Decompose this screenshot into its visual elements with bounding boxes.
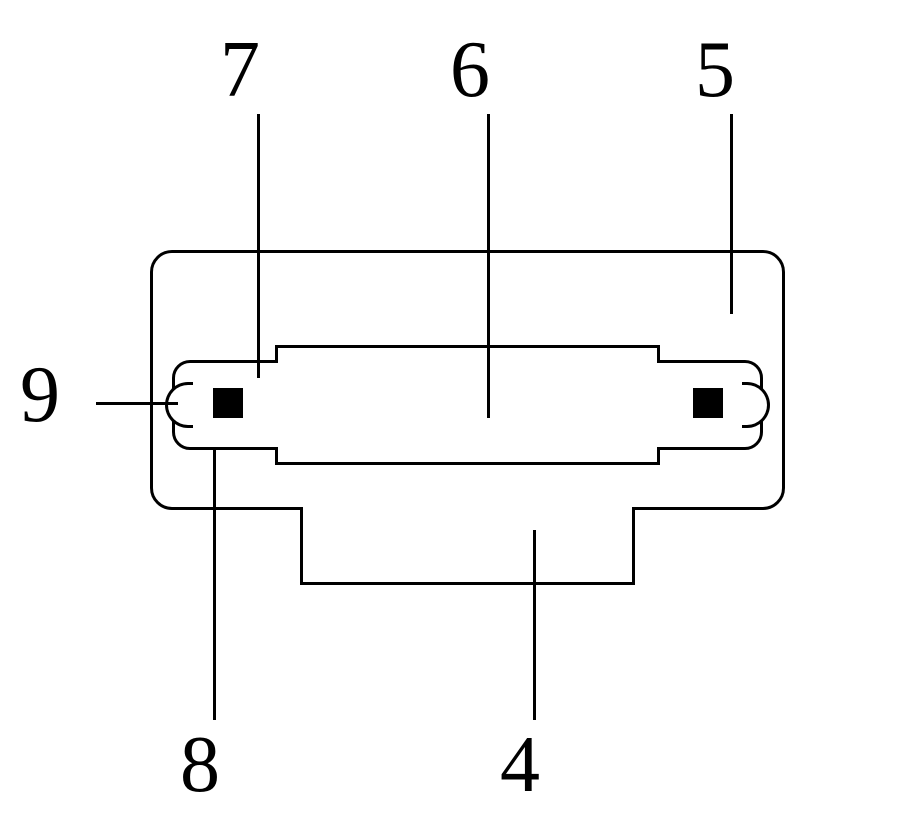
leader-line-lbl9 [96, 402, 178, 405]
housing-bottom-gap [303, 507, 632, 510]
leader-line-lbl5 [730, 114, 733, 314]
right-tab [693, 388, 723, 418]
leader-line-lbl6 [487, 114, 490, 418]
label-6: 6 [450, 25, 490, 116]
inner-shell-top-gap [278, 360, 657, 363]
left-tab-8 [213, 388, 243, 418]
leader-line-lbl7 [257, 114, 260, 378]
inner-shell-7 [172, 360, 763, 450]
label-7: 7 [220, 25, 260, 116]
leader-line-lbl8 [213, 448, 216, 720]
label-4: 4 [500, 720, 540, 811]
label-8: 8 [180, 720, 220, 811]
diagram-stage: 4 5 6 7 8 9 [0, 0, 897, 823]
right-bulge-seam [738, 385, 743, 425]
label-9: 9 [20, 350, 60, 441]
inner-shell-bottom-gap [278, 447, 657, 450]
leader-line-lbl4 [533, 530, 536, 720]
label-5: 5 [695, 25, 735, 116]
left-bulge-9-seam [192, 385, 197, 425]
